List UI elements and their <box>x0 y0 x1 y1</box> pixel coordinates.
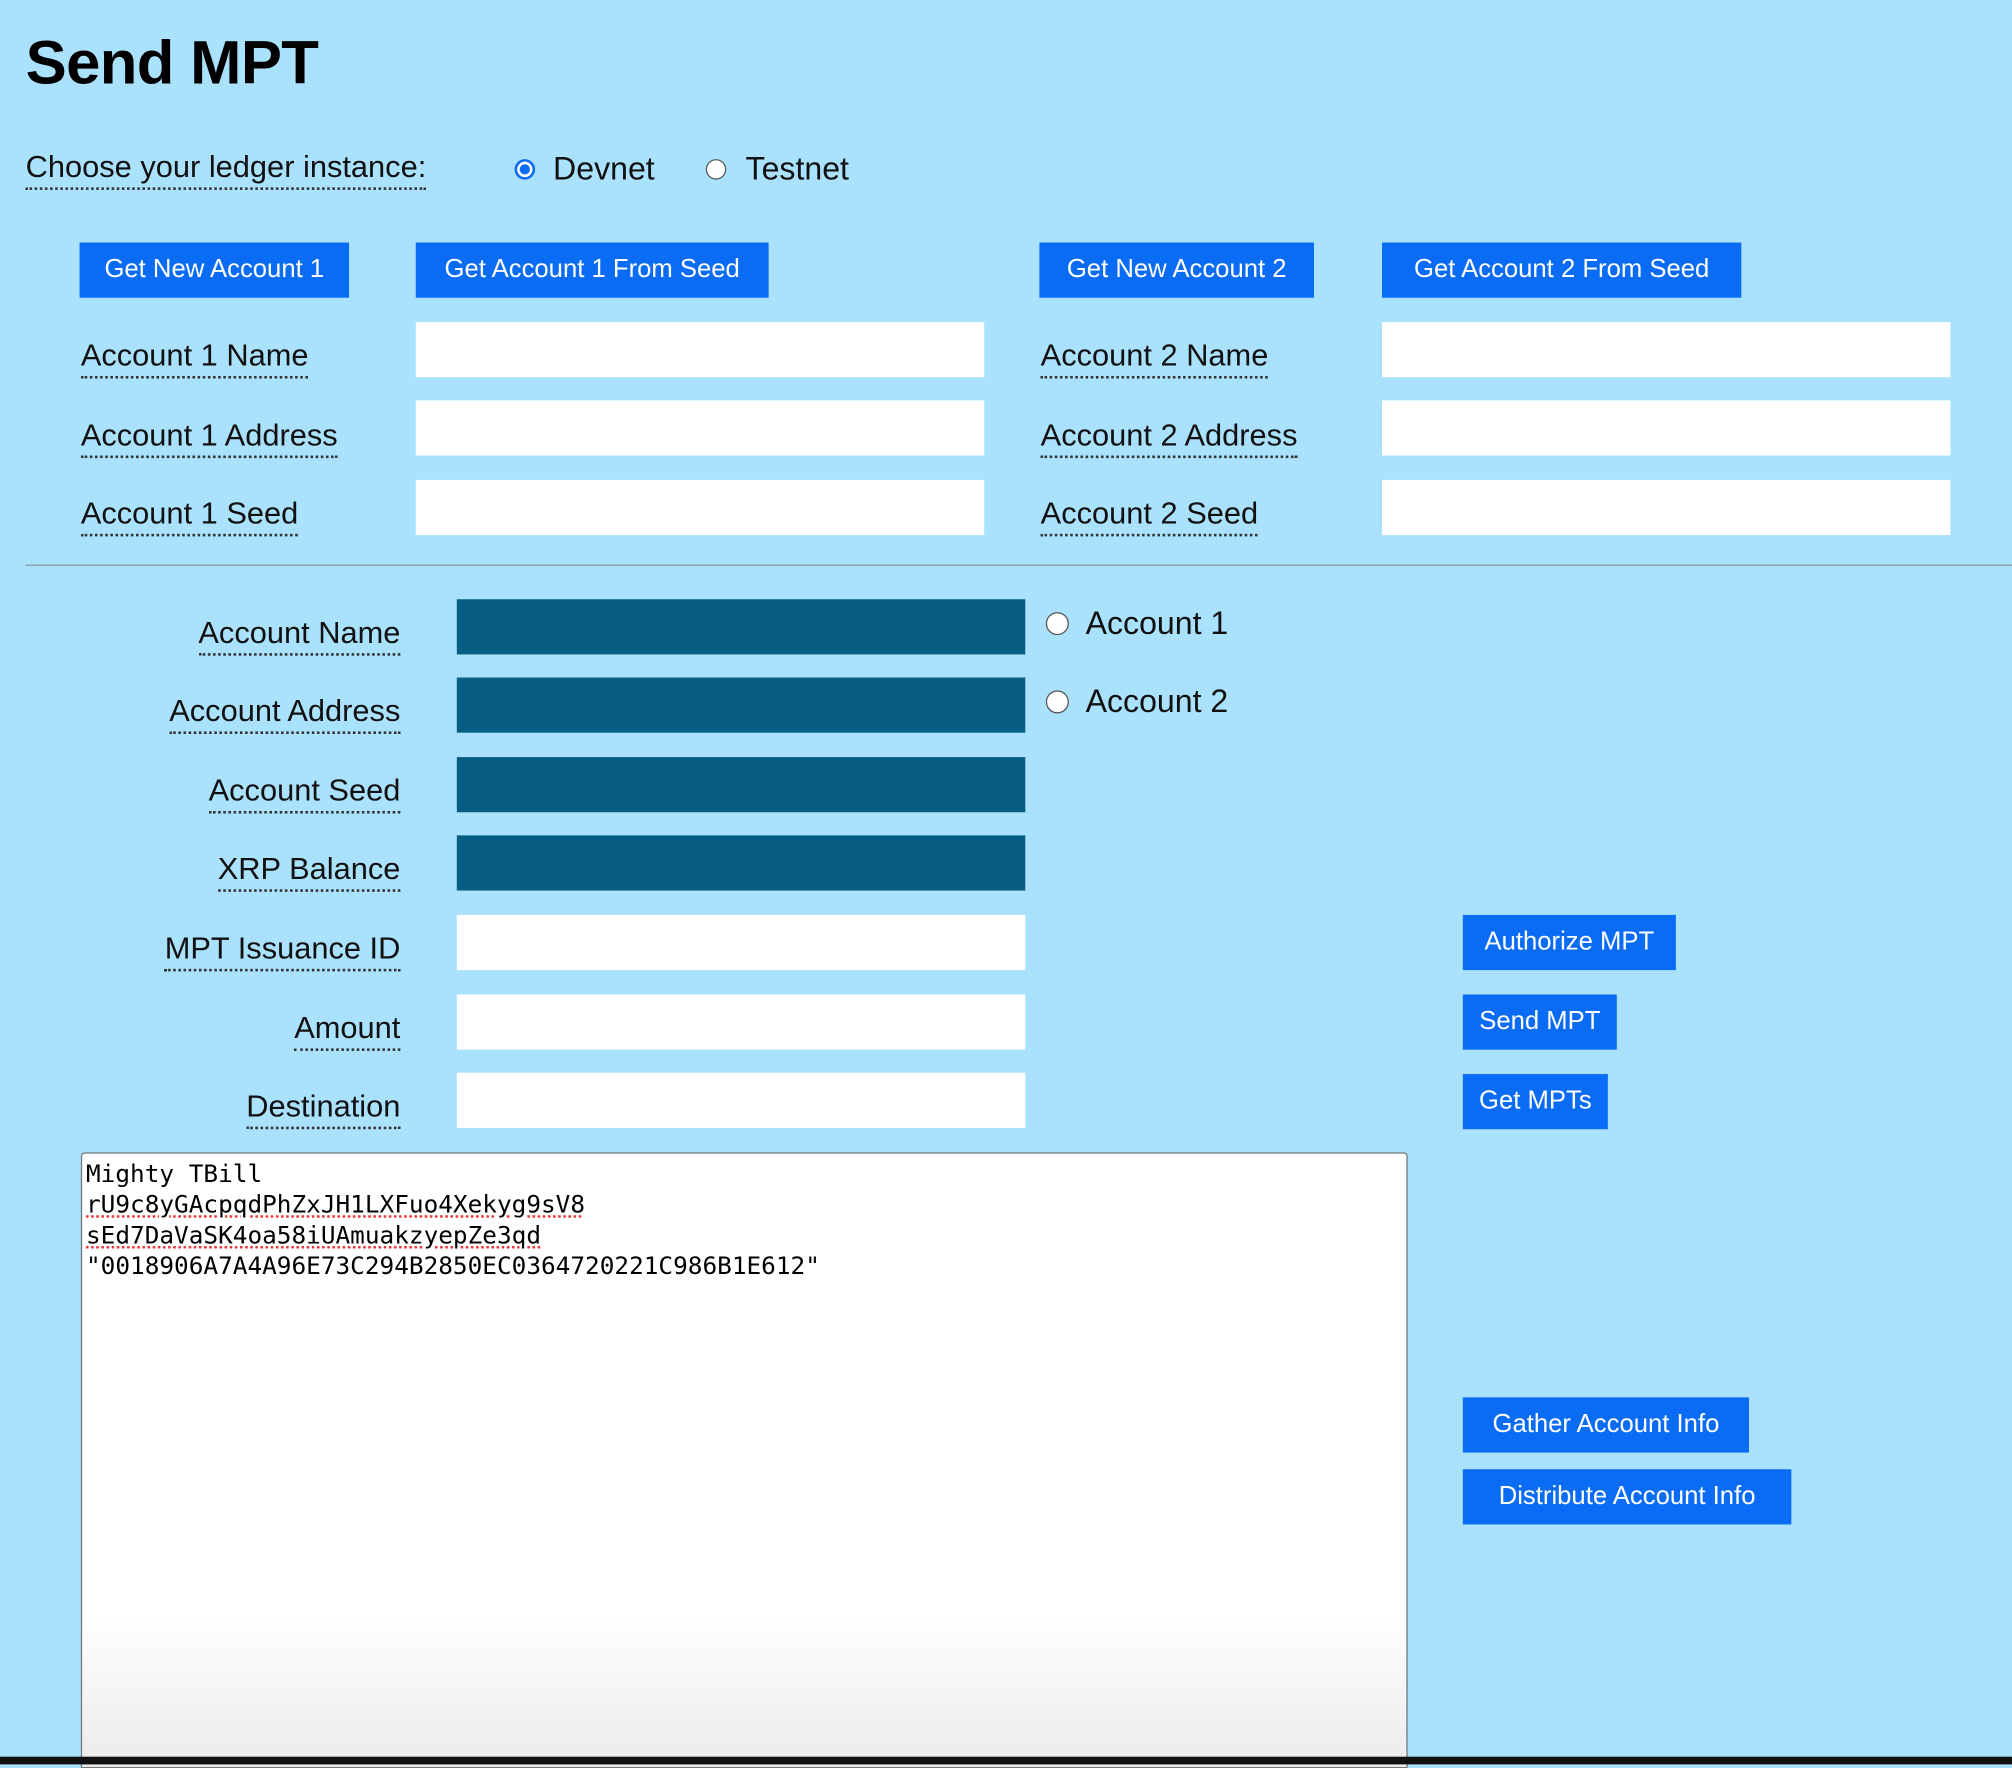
account-address-label: Account Address <box>169 693 401 734</box>
destination-input[interactable] <box>456 1072 1026 1128</box>
account-1-seed-label: Account 1 Seed <box>80 495 299 537</box>
authorize-mpt-button[interactable]: Authorize MPT <box>1462 914 1676 971</box>
divider <box>25 564 2012 566</box>
devnet-radio[interactable] <box>514 159 536 180</box>
testnet-label[interactable]: Testnet <box>745 151 849 188</box>
destination-label: Destination <box>246 1088 401 1130</box>
amount-input[interactable] <box>456 994 1026 1050</box>
devnet-label[interactable]: Devnet <box>553 151 655 188</box>
get-mpts-button[interactable]: Get MPTs <box>1462 1074 1608 1130</box>
page-title: Send MPT <box>25 29 319 98</box>
account-seed-label: Account Seed <box>208 772 401 814</box>
result-line: rU9c8yGAcpqdPhZxJH1LXFuo4Xekyg9sV8 <box>85 1190 586 1220</box>
results-textarea[interactable]: Mighty TBill rU9c8yGAcpqdPhZxJH1LXFuo4Xek… <box>80 1152 1408 1768</box>
get-account-2-from-seed-button[interactable]: Get Account 2 From Seed <box>1382 242 1742 298</box>
account-2-radio[interactable] <box>1045 690 1069 714</box>
testnet-radio[interactable] <box>705 159 727 180</box>
gather-account-info-button[interactable]: Gather Account Info <box>1462 1397 1750 1453</box>
xrp-balance-input[interactable] <box>456 835 1026 891</box>
taskbar-edge <box>0 1756 2012 1765</box>
send-mpt-button[interactable]: Send MPT <box>1462 994 1617 1050</box>
ledger-instance-label: Choose your ledger instance: <box>25 149 427 190</box>
mpt-issuance-id-label: MPT Issuance ID <box>164 930 401 972</box>
get-new-account-2-button[interactable]: Get New Account 2 <box>1039 242 1314 298</box>
account-name-label: Account Name <box>198 615 401 656</box>
result-line: Mighty TBill <box>85 1160 263 1189</box>
account-1-name-label: Account 1 Name <box>80 337 309 379</box>
account-1-address-label: Account 1 Address <box>80 417 338 459</box>
distribute-account-info-button[interactable]: Distribute Account Info <box>1462 1469 1792 1525</box>
xrp-balance-label: XRP Balance <box>217 851 401 892</box>
account-2-address-label: Account 2 Address <box>1040 417 1298 459</box>
account-1-seed-input[interactable] <box>415 479 985 536</box>
get-account-1-from-seed-button[interactable]: Get Account 1 From Seed <box>415 242 769 298</box>
account-2-seed-label: Account 2 Seed <box>1040 495 1259 537</box>
account-2-address-input[interactable] <box>1382 400 1951 456</box>
account-seed-input[interactable] <box>456 757 1026 813</box>
result-line: "0018906A7A4A96E73C294B2850EC0364720221C… <box>85 1252 820 1281</box>
mpt-issuance-id-input[interactable] <box>456 914 1026 971</box>
amount-label: Amount <box>294 1010 401 1051</box>
account-2-name-label: Account 2 Name <box>1040 337 1269 379</box>
account-2-radio-label[interactable]: Account 2 <box>1085 683 1229 720</box>
account-2-name-input[interactable] <box>1382 322 1951 378</box>
account-1-radio[interactable] <box>1045 612 1069 636</box>
account-address-input[interactable] <box>456 677 1026 733</box>
get-new-account-1-button[interactable]: Get New Account 1 <box>79 242 350 298</box>
account-name-input[interactable] <box>456 599 1026 655</box>
account-1-name-input[interactable] <box>415 322 985 378</box>
account-1-address-input[interactable] <box>415 400 985 456</box>
account-2-seed-input[interactable] <box>1382 479 1951 536</box>
result-line: sEd7DaVaSK4oa58iUAmuakzyepZe3qd <box>85 1221 542 1250</box>
account-1-radio-label[interactable]: Account 1 <box>1085 605 1229 642</box>
